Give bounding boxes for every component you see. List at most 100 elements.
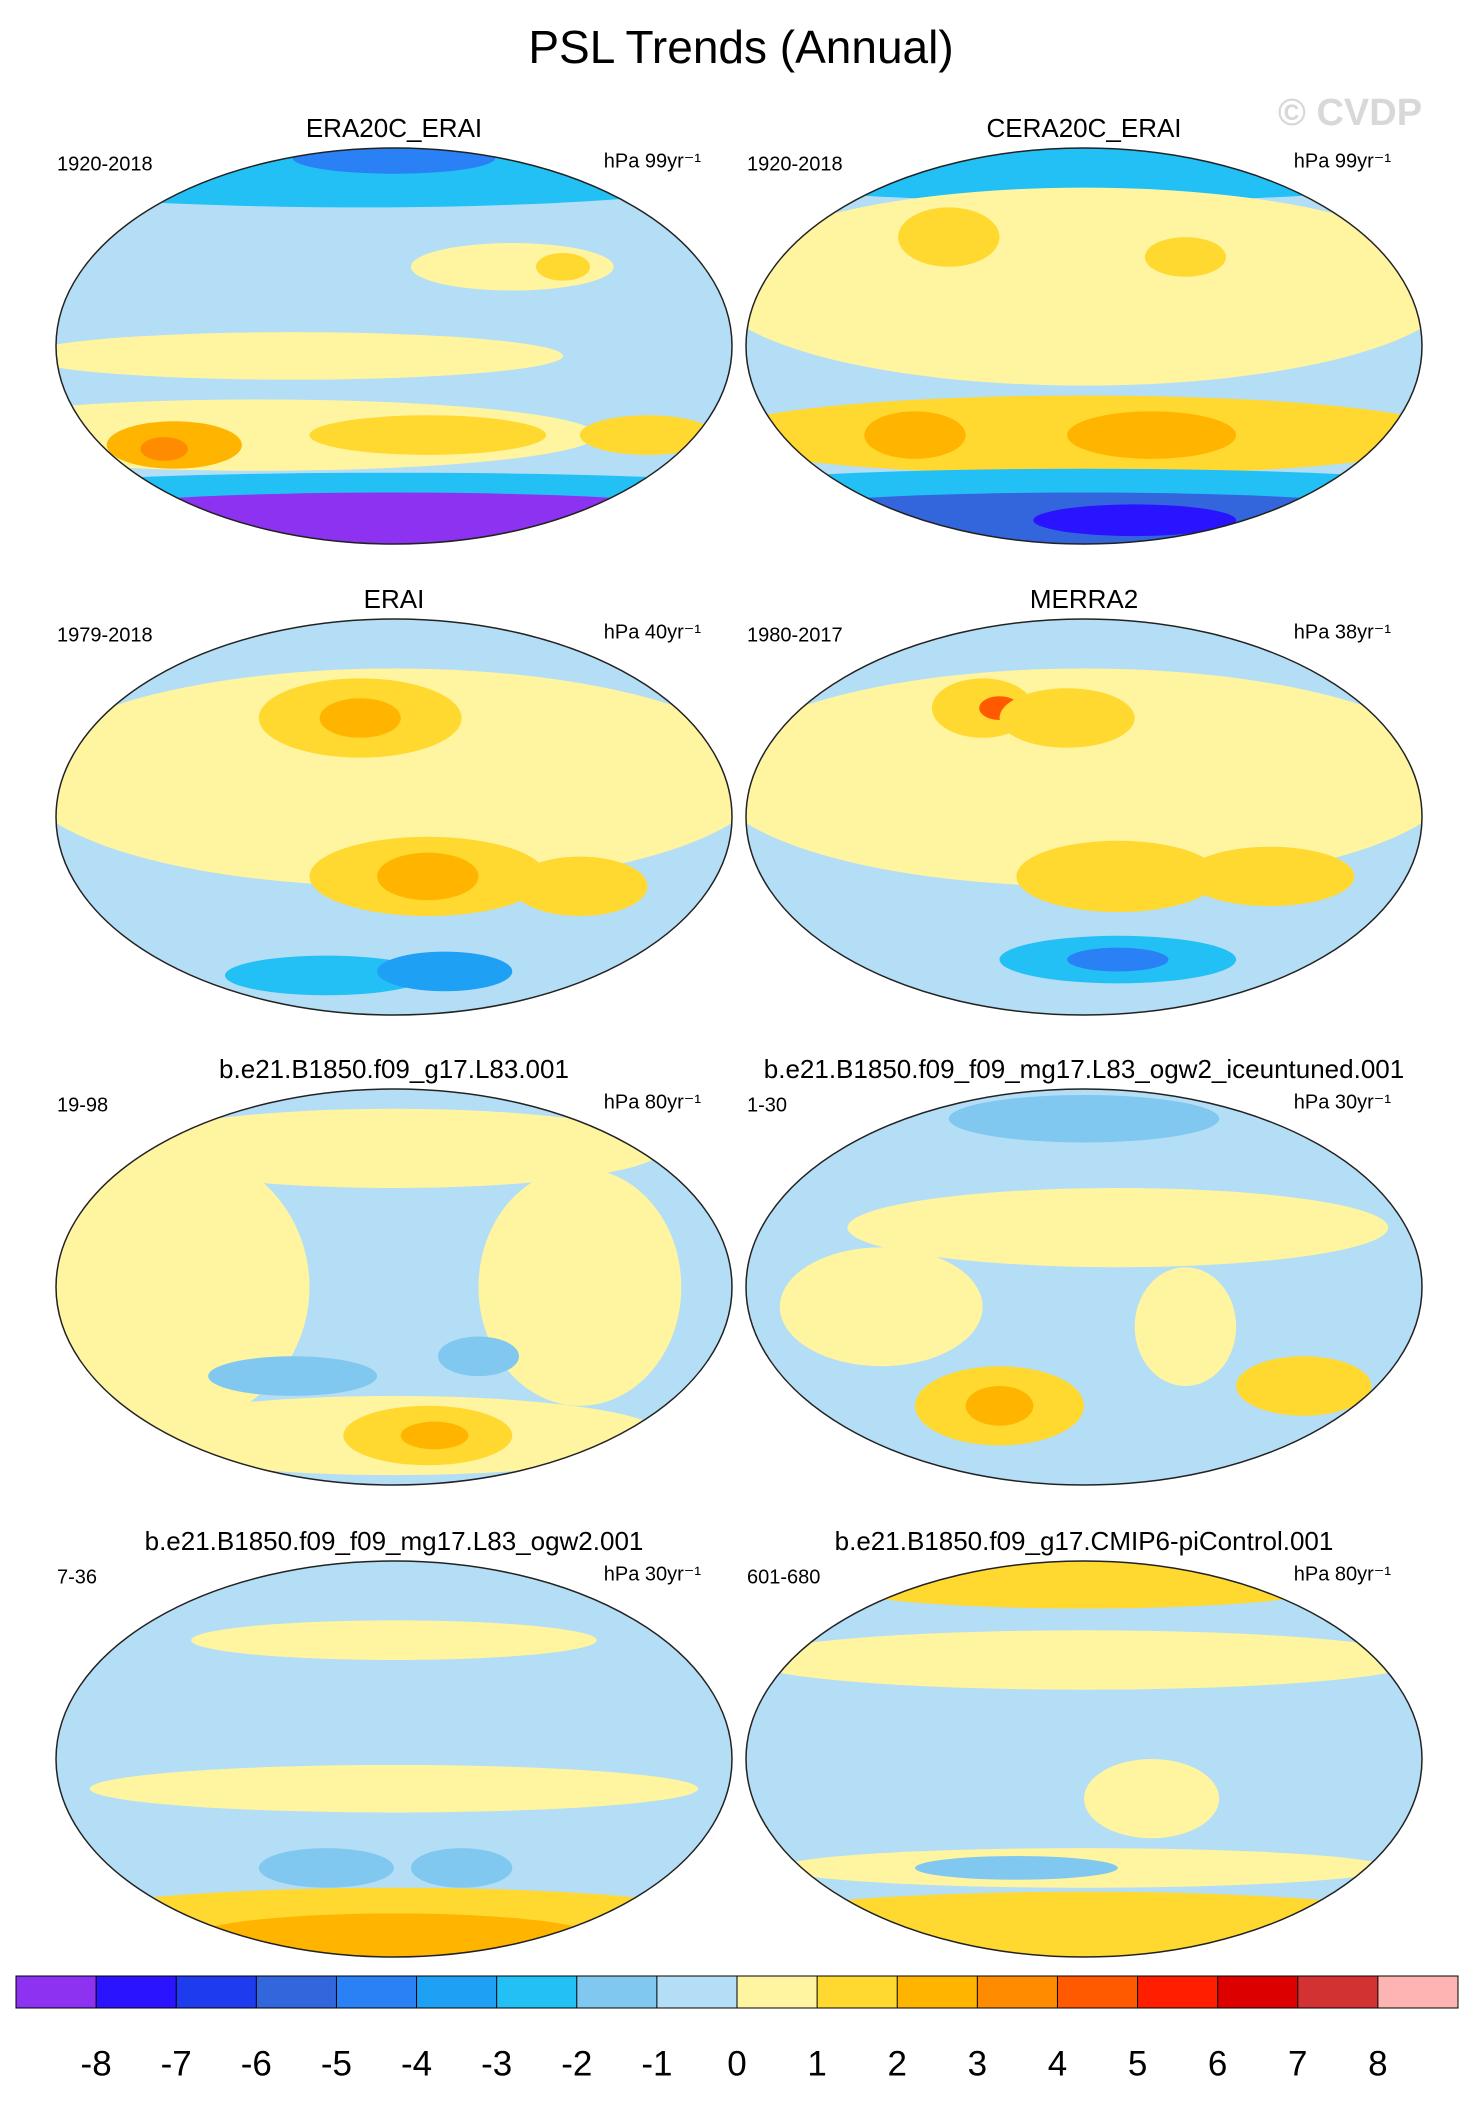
map-outline xyxy=(55,1560,733,1958)
panel-title: b.e21.B1850.f09_f09_mg17.L83_ogw2_iceunt… xyxy=(764,1054,1404,1084)
field-region xyxy=(191,1913,597,1957)
map-panel: b.e21.B1850.f09_f09_mg17.L83_ogw2.001 7-3… xyxy=(55,1526,733,1958)
colorbar-box xyxy=(576,1976,658,2008)
field-region xyxy=(1067,947,1169,972)
map-outline xyxy=(55,147,733,545)
colorbar-label: -7 xyxy=(161,2044,192,2083)
colorbar-label: -1 xyxy=(641,2044,672,2083)
map-panel: b.e21.B1850.f09_g17.CMIP6-piControl.001 6… xyxy=(745,1526,1423,1958)
map-panel: MERRA2 1980-2017 hPa 38yr⁻¹ xyxy=(745,584,1423,1016)
field-region xyxy=(191,1620,597,1660)
colorbar-box xyxy=(496,1976,578,2008)
panel-title: b.e21.B1850.f09_f09_mg17.L83_ogw2.001 xyxy=(145,1526,644,1556)
field-region xyxy=(779,1247,983,1367)
colorbar-label: 6 xyxy=(1208,2044,1227,2083)
field-region xyxy=(864,411,966,459)
map-panel: ERA20C_ERAI 1920-2018 hPa 99yr⁻¹ xyxy=(55,113,733,545)
field-region xyxy=(309,415,547,455)
colorbar-box xyxy=(1297,1976,1379,2008)
field-region xyxy=(123,1108,665,1188)
map-panel: b.e21.B1850.f09_f09_mg17.L83_ogw2_iceunt… xyxy=(745,1054,1423,1486)
map-outline xyxy=(745,1088,1423,1486)
colorbar-box xyxy=(256,1976,337,2008)
field-region xyxy=(915,1856,1118,1880)
field-region xyxy=(225,955,428,996)
colorbar-box xyxy=(96,1976,177,2008)
colorbar-label: -4 xyxy=(401,2044,432,2083)
colorbar-label: 5 xyxy=(1128,2044,1147,2083)
map-panel: b.e21.B1850.f09_g17.L83.001 19-98 hPa 80yr… xyxy=(55,1054,733,1486)
field-region xyxy=(377,852,479,901)
field-region xyxy=(746,1630,1422,1690)
panel-units: hPa 99yr⁻¹ xyxy=(1294,150,1392,172)
field-region xyxy=(1236,1356,1372,1416)
panel-title: ERAI xyxy=(364,584,425,614)
colorbar-box xyxy=(176,1976,257,2008)
panel-units: hPa 38yr⁻¹ xyxy=(1294,621,1392,643)
colorbar-box xyxy=(656,1976,738,2008)
panel-title: ERA20C_ERAI xyxy=(306,113,482,143)
field-region xyxy=(377,951,513,992)
colorbar-box xyxy=(977,1976,1058,2008)
colorbar-label: 0 xyxy=(727,2044,746,2083)
panel-units: hPa 40yr⁻¹ xyxy=(604,621,702,643)
map-panel: ERAI 1979-2018 hPa 40yr⁻¹ xyxy=(55,584,733,1016)
field-region xyxy=(1084,1759,1220,1839)
field-region xyxy=(999,688,1135,748)
field-region xyxy=(292,148,496,174)
field-region xyxy=(89,1764,699,1813)
field-region xyxy=(410,1848,513,1888)
field-region xyxy=(56,332,563,380)
map-background xyxy=(56,1561,732,1957)
field-region xyxy=(512,856,648,916)
field-region xyxy=(319,698,401,738)
panel-period: 19-98 xyxy=(57,1094,108,1116)
field-region xyxy=(535,252,591,281)
colorbar-label: -6 xyxy=(241,2044,272,2083)
panel-title: b.e21.B1850.f09_g17.L83.001 xyxy=(219,1054,569,1084)
colorbar-label: 4 xyxy=(1048,2044,1067,2083)
panel-units: hPa 99yr⁻¹ xyxy=(604,150,702,172)
panel-units: hPa 30yr⁻¹ xyxy=(1294,1091,1392,1113)
field-region xyxy=(948,1094,1220,1143)
field-region xyxy=(746,668,1422,887)
colorbar-label: -3 xyxy=(481,2044,512,2083)
field-region xyxy=(579,415,716,455)
colorbar-box xyxy=(1377,1976,1459,2008)
colorbar-box xyxy=(416,1976,498,2008)
field-region xyxy=(400,1421,469,1450)
panel-units: hPa 30yr⁻¹ xyxy=(604,1563,702,1585)
colorbar-box xyxy=(1137,1976,1219,2008)
map-outline xyxy=(745,618,1423,1016)
colorbar-box xyxy=(1057,1976,1139,2008)
colorbar-label: -5 xyxy=(321,2044,352,2083)
colorbar-label: -2 xyxy=(561,2044,592,2083)
field-region xyxy=(437,1336,520,1377)
colorbar-box xyxy=(817,1976,898,2008)
panel-period: 1979-2018 xyxy=(57,624,153,646)
map-outline xyxy=(745,147,1423,545)
field-region xyxy=(965,1386,1034,1426)
colorbar-box xyxy=(737,1976,818,2008)
field-region xyxy=(56,668,732,887)
field-region xyxy=(1067,411,1237,459)
colorbar-box xyxy=(1217,1976,1299,2008)
field-region xyxy=(1185,846,1355,907)
map-outline xyxy=(55,1088,733,1486)
field-region xyxy=(478,1168,682,1406)
field-region xyxy=(140,437,188,461)
panel-units: hPa 80yr⁻¹ xyxy=(1294,1563,1392,1585)
field-region xyxy=(258,1848,394,1888)
colorbar-box xyxy=(897,1976,978,2008)
field-region xyxy=(208,1356,378,1396)
field-region xyxy=(847,1188,1389,1268)
colorbar-label: -8 xyxy=(81,2044,112,2083)
panel-period: 1920-2018 xyxy=(747,153,843,175)
colorbar-box xyxy=(16,1976,97,2008)
map-outline xyxy=(55,618,733,1016)
panel-title: CERA20C_ERAI xyxy=(986,113,1181,143)
colorbar-label: 2 xyxy=(887,2044,906,2083)
colorbar-label: 1 xyxy=(807,2044,826,2083)
